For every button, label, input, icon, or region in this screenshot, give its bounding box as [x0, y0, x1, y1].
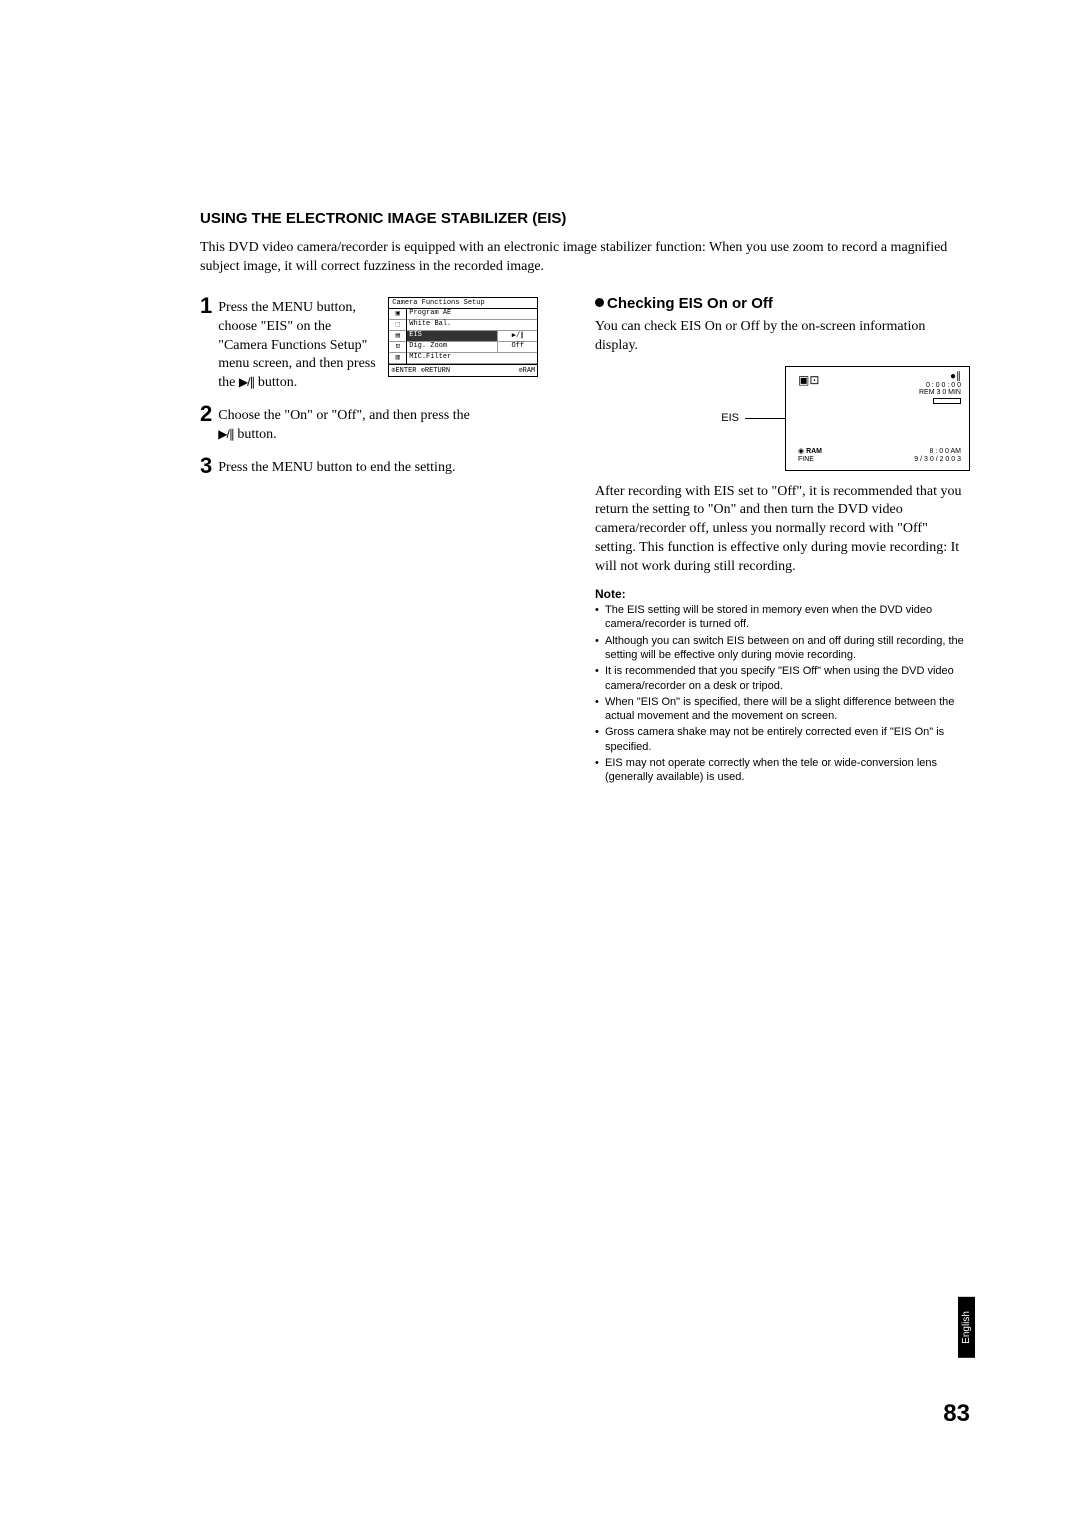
menu-footer-right: ⊘RAM: [518, 366, 535, 375]
eis-pointer-line: [745, 418, 785, 419]
note-item: The EIS setting will be stored in memory…: [595, 603, 970, 632]
eis-label: EIS: [721, 412, 739, 424]
menu-label: Dig. Zoom: [407, 342, 497, 352]
battery-bar-icon: [933, 398, 961, 404]
screen-diagram: EIS ▣⊡ ●∥ 0 : 0 0 : 0 0 REM 3 0 MIN ◉ RA…: [595, 366, 970, 471]
step-2-text-b: button.: [234, 427, 277, 442]
menu-icon: ⊡: [389, 342, 406, 353]
menu-row-selected: EIS▶/∥: [407, 331, 537, 342]
note-item: Gross camera shake may not be entirely c…: [595, 725, 970, 754]
bullet-icon: [595, 298, 604, 307]
menu-label: EIS: [407, 331, 497, 341]
camera-icon: ▣⊡: [798, 373, 819, 387]
menu-row: White Bal.: [407, 320, 537, 331]
menu-label: MIC.Filter: [407, 353, 537, 363]
menu-label: White Bal.: [407, 320, 537, 330]
step-2-text-a: Choose the "On" or "Off", and then press…: [218, 408, 470, 423]
screen-box: ▣⊡ ●∥ 0 : 0 0 : 0 0 REM 3 0 MIN ◉ RAM FI…: [785, 366, 970, 471]
main-heading: USING THE ELECTRONIC IMAGE STABILIZER (E…: [200, 210, 970, 227]
note-item: It is recommended that you specify "EIS …: [595, 664, 970, 693]
note-heading: Note:: [595, 587, 970, 601]
right-paragraph-1: You can check EIS On or Off by the on-sc…: [595, 318, 970, 356]
menu-title: Camera Functions Setup: [389, 298, 537, 309]
play-pause-icon: ▶/∥: [239, 375, 255, 389]
menu-screenshot: Camera Functions Setup ▣ ⬚ ▤ ⊡ ▥ Program…: [388, 297, 538, 377]
menu-row: MIC.Filter: [407, 353, 537, 364]
two-column-layout: 1 Press the MENU button, choose "EIS" on…: [200, 295, 970, 787]
screen-bottom-left: ◉ RAM FINE: [798, 448, 822, 463]
ram-label: RAM: [806, 448, 822, 455]
right-column: Checking EIS On or Off You can check EIS…: [595, 295, 970, 787]
menu-body: ▣ ⬚ ▤ ⊡ ▥ Program AE White Bal. EIS▶/∥ D…: [389, 309, 537, 364]
step-1-text: Press the MENU button, choose "EIS" on t…: [218, 295, 378, 393]
remaining-time: REM 3 0 MIN: [919, 389, 961, 396]
menu-label: Program AE: [407, 309, 537, 319]
step-2-text: Choose the "On" or "Off", and then press…: [218, 403, 470, 445]
step-number: 2: [200, 403, 212, 425]
step-number: 3: [200, 455, 212, 477]
menu-value: ▶/∥: [497, 331, 537, 341]
elapsed-time: 0 : 0 0 : 0 0: [926, 382, 961, 389]
step-3: 3 Press the MENU button to end the setti…: [200, 455, 565, 478]
menu-icon-column: ▣ ⬚ ▤ ⊡ ▥: [389, 309, 407, 364]
right-paragraph-2: After recording with EIS set to "Off", i…: [595, 483, 970, 577]
disc-icon: ◉: [798, 448, 804, 455]
screen-bottom-right: 8 : 0 0 AM 9 / 3 0 / 2 0 0 3: [914, 448, 961, 463]
menu-icon: ▥: [389, 353, 406, 364]
language-tab: English: [958, 1297, 975, 1358]
play-pause-icon: ▶/∥: [218, 427, 234, 441]
screen-top-right: ●∥ 0 : 0 0 : 0 0 REM 3 0 MIN: [919, 371, 961, 407]
menu-icon: ▣: [389, 309, 406, 320]
page-number: 83: [943, 1400, 970, 1428]
menu-items: Program AE White Bal. EIS▶/∥ Dig. ZoomOf…: [407, 309, 537, 364]
page-content: USING THE ELECTRONIC IMAGE STABILIZER (E…: [200, 210, 970, 787]
menu-footer-left: ⊙ENTER ⊙RETURN: [391, 366, 450, 375]
sub-heading: Checking EIS On or Off: [595, 295, 970, 312]
step-1-text-b: button.: [254, 375, 297, 390]
rec-pause-icon: ●∥: [950, 371, 961, 382]
menu-footer: ⊙ENTER ⊙RETURN ⊘RAM: [389, 364, 537, 376]
note-item: EIS may not operate correctly when the t…: [595, 756, 970, 785]
note-list: The EIS setting will be stored in memory…: [595, 603, 970, 785]
sub-heading-text: Checking EIS On or Off: [607, 295, 773, 312]
note-item: When "EIS On" is specified, there will b…: [595, 695, 970, 724]
left-column: 1 Press the MENU button, choose "EIS" on…: [200, 295, 565, 787]
step-2: 2 Choose the "On" or "Off", and then pre…: [200, 403, 565, 445]
time-label: 8 : 0 0 AM: [929, 448, 961, 455]
note-item: Although you can switch EIS between on a…: [595, 634, 970, 663]
step-1-row: 1 Press the MENU button, choose "EIS" on…: [200, 295, 565, 403]
step-3-text: Press the MENU button to end the setting…: [218, 455, 455, 478]
menu-value: Off: [497, 342, 537, 352]
fine-label: FINE: [798, 456, 814, 463]
menu-icon: ⬚: [389, 320, 406, 331]
step-1: 1 Press the MENU button, choose "EIS" on…: [200, 295, 378, 393]
menu-icon: ▤: [389, 331, 406, 342]
date-label: 9 / 3 0 / 2 0 0 3: [914, 456, 961, 463]
menu-row: Program AE: [407, 309, 537, 320]
menu-row: Dig. ZoomOff: [407, 342, 537, 353]
intro-paragraph: This DVD video camera/recorder is equipp…: [200, 239, 970, 277]
step-number: 1: [200, 295, 212, 317]
